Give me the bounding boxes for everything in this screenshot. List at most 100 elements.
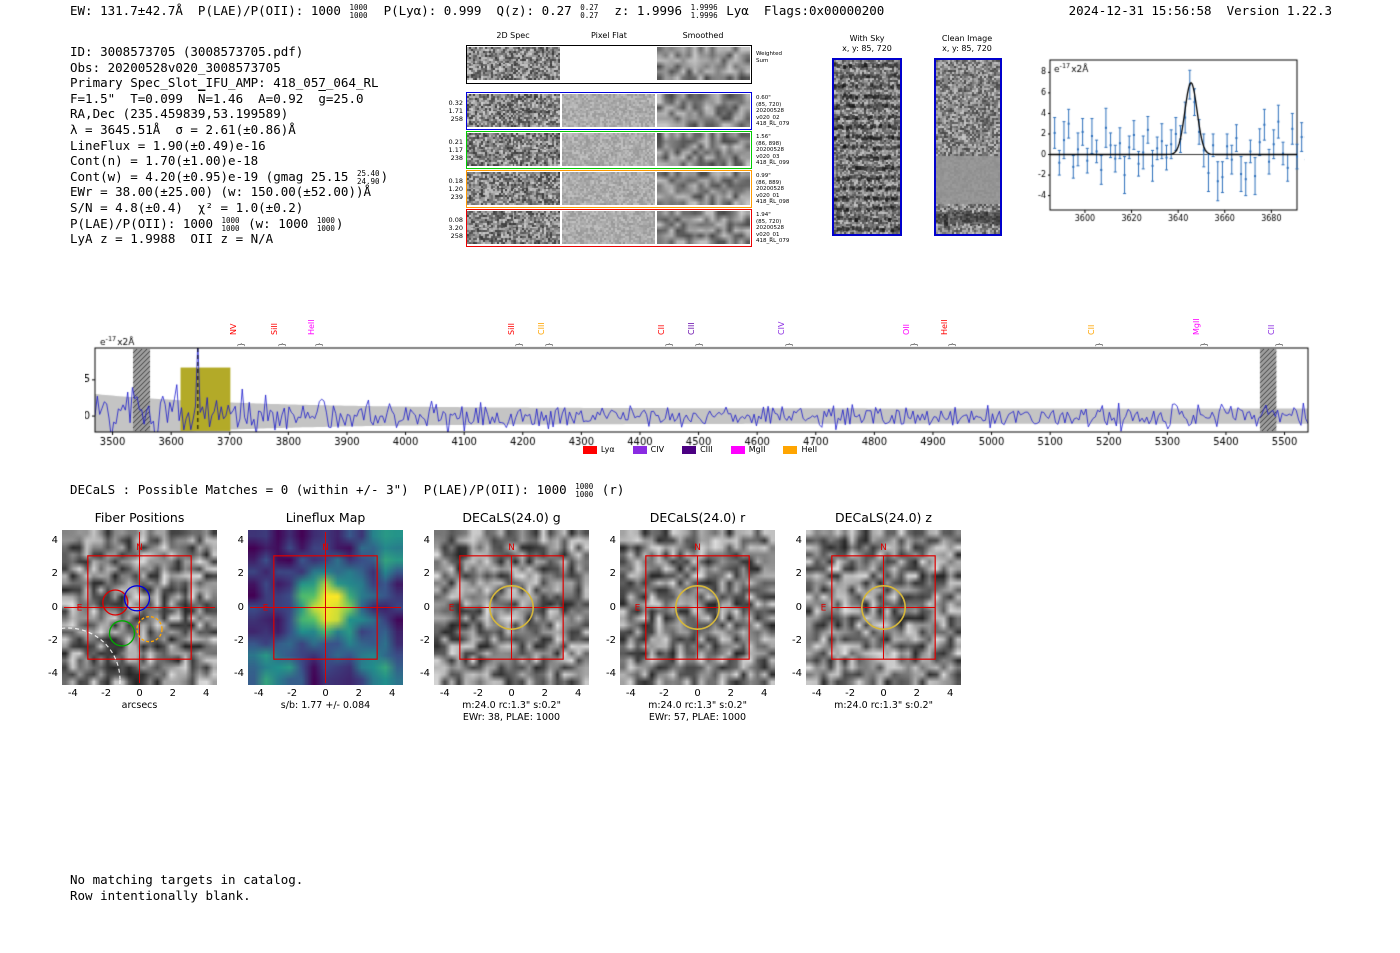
- cutout-ytick: -4: [606, 668, 616, 680]
- note-line-2: Row intentionally blank.: [70, 888, 251, 903]
- col-header-smoothed: Smoothed: [682, 31, 724, 40]
- fiber-circle: [108, 620, 136, 647]
- cutout-ytick: -4: [420, 668, 430, 680]
- cutout-overlay: NE: [635, 543, 750, 660]
- cutout-ytick: 0: [609, 601, 616, 613]
- cutout-overlay: NE: [821, 543, 936, 660]
- text-token: Primary Spec_Slot_IFU_AMP: 418_057_064_R…: [70, 75, 379, 91]
- cutout-caption: m:24.0 rc:1.3" s:0.2": [834, 700, 933, 711]
- emission-line-label: OII: [902, 323, 912, 335]
- text-token: =25.0: [325, 90, 364, 106]
- legend-item: MgII: [730, 445, 765, 454]
- withsky-title-line1: With Sky: [849, 34, 885, 43]
- compass-north-label: N: [508, 543, 515, 553]
- cutout-xtick: 0: [136, 688, 143, 699]
- text-token: =1.46 A=0.92: [205, 90, 319, 106]
- detection-info-block: ID: 3008573705 (3008573705.pdf) Obs: 2020…: [70, 44, 388, 247]
- emission-line-label: SiII: [507, 322, 517, 335]
- cutout-xtick: 4: [388, 688, 396, 699]
- compass-north-label: N: [880, 543, 887, 553]
- compass-north-label: N: [322, 543, 329, 553]
- legend-swatch: [783, 445, 798, 454]
- fiber-circle: [102, 589, 129, 616]
- emission-line-label: CII: [657, 324, 667, 335]
- emission-line-brace: {: [277, 341, 287, 348]
- cutout-caption: arcsecs: [121, 700, 158, 711]
- compass-north-label: N: [694, 543, 701, 553]
- cutout-caption: m:24.0 rc:1.3" s:0.2": [648, 700, 747, 711]
- cutout-ytick: -2: [48, 634, 58, 646]
- cutout-title: Lineflux Map: [285, 510, 366, 525]
- stacked-value: 1.9996 1.9996: [690, 3, 718, 20]
- emission-line-brace: {: [910, 341, 920, 348]
- overline-token: g: [318, 90, 326, 106]
- spec2d-row: [466, 45, 752, 84]
- emission-line-brace: {: [695, 341, 705, 348]
- cutout-ytick: -4: [48, 668, 58, 680]
- spec2d-image: [467, 211, 560, 244]
- cutout-caption2: EWr: 38, PLAE: 1000: [462, 712, 561, 723]
- compass-north-label: N: [136, 543, 143, 553]
- cutout-caption: m:24.0 rc:1.3" s:0.2": [462, 700, 561, 711]
- cleanimage-title: Clean Image x, y: 85, 720: [912, 34, 1022, 54]
- stacked-value: 0.27 0.27: [580, 3, 599, 20]
- text-token: F=1.5" T=0.099: [70, 90, 198, 106]
- info-line: RA,Dec (235.459839,53.199589): [70, 106, 388, 122]
- text-token: S/N = 4.8(±0.4) χ² = 1.0(±0.2): [70, 199, 304, 215]
- legend-item: CIV: [632, 445, 665, 454]
- emission-line-brace: {: [515, 341, 525, 348]
- emission-line-brace: {: [665, 341, 675, 348]
- text-token: (r): [594, 482, 625, 497]
- cutout-xtick: -2: [287, 688, 298, 699]
- pixelflat-image: [562, 211, 655, 244]
- legend-swatch: [582, 445, 597, 454]
- stacked-value: 25.40 24.90: [356, 169, 380, 186]
- line-fit-plot-canvas: [1030, 55, 1305, 227]
- col-header-2dspec: 2D Spec: [496, 31, 530, 40]
- text-token: RA,Dec (235.459839,53.199589): [70, 106, 289, 122]
- cutout-ytick: -4: [234, 668, 244, 680]
- legend-item: HeII: [783, 445, 817, 454]
- cutout-ytick: 0: [423, 601, 430, 613]
- cutout-xtick: 2: [541, 688, 549, 699]
- text-token: (w: 1000: [240, 215, 316, 231]
- cutout-title: DECaLS(24.0) z: [835, 510, 932, 525]
- spec2d-row: [466, 92, 752, 130]
- spec2d-row-right-labels: 1.94" (85, 720) 20200528 v020_01 418_RL_079: [756, 212, 790, 245]
- compass-east-label: E: [635, 604, 641, 614]
- smoothed-image: [657, 133, 750, 166]
- text-token: Cont(n) = 1.70(±1.00)e-18: [70, 153, 259, 169]
- legend-label: CIV: [650, 445, 665, 454]
- cleanimage-image: [934, 58, 1002, 236]
- spec2d-row-right-labels: Weighted Sum: [756, 51, 783, 64]
- legend-item: CIII: [682, 445, 713, 454]
- cutout-caption2: EWr: 57, PLAE: 1000: [648, 712, 747, 723]
- spectrum-legend: Lyα CIV CIII MgII HeII: [85, 445, 1315, 454]
- info-line: Cont(n) = 1.70(±1.00)e-18: [70, 153, 388, 169]
- cutout-caption: s/b: 1.77 +/- 0.084: [280, 700, 371, 711]
- cutout-xtick: 2: [727, 688, 735, 699]
- compass-east-label: E: [821, 604, 827, 614]
- text-token: LyA z = 1.9988 OII z = N/A: [70, 231, 274, 247]
- text-token: ): [380, 168, 389, 184]
- cutout-ytick: 2: [237, 568, 244, 580]
- info-line: Obs: 20200528v020_3008573705: [70, 60, 388, 76]
- cutout-ytick: 4: [51, 534, 58, 546]
- emission-line-brace: {: [314, 341, 324, 348]
- smoothed-image: [657, 94, 750, 127]
- info-line: Primary Spec_Slot_IFU_AMP: 418_057_064_R…: [70, 75, 388, 91]
- aperture-circle: [489, 585, 534, 630]
- cutout-ytick: 4: [795, 534, 802, 546]
- cutout-ytick: 2: [423, 568, 430, 580]
- spec2d-row-left-labels: 0.18 1.20 239: [448, 177, 463, 201]
- cutout-xtick: 0: [694, 688, 701, 699]
- pixelflat-image: [562, 94, 655, 127]
- emission-line-label: NV: [228, 323, 238, 335]
